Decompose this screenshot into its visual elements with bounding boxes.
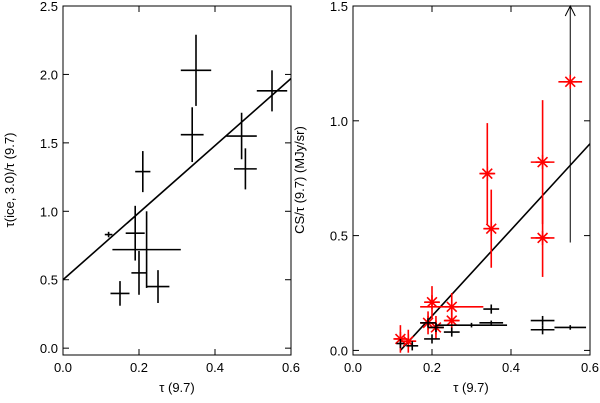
right-red-point — [483, 189, 500, 268]
right-black-point — [424, 334, 440, 344]
right-black-point — [420, 318, 436, 328]
left-x-axis-label: τ (9.7) — [159, 380, 194, 395]
left-sources-point — [234, 148, 257, 190]
left-y-tick-label: 2.0 — [40, 67, 58, 82]
left-sources-point — [125, 205, 145, 261]
left-x-tick-label: 0.0 — [54, 360, 72, 375]
left-x-ticks: 0.0 0.2 0.4 0.6 — [54, 6, 300, 375]
left-y-axis-label: τ(ice, 3.0)/τ (9.7) — [2, 133, 17, 228]
right-plot-frame — [352, 5, 591, 356]
marker-stroke — [564, 76, 576, 88]
right-black-point — [435, 322, 508, 328]
left-x-tick-label: 0.4 — [206, 360, 224, 375]
right-x-ticks: 0.0 0.2 0.4 0.6 — [344, 6, 599, 375]
right-black-point — [483, 304, 500, 314]
left-sources-point — [112, 211, 181, 288]
right-y-tick-label: 0.5 — [330, 229, 348, 244]
right-x-tick-label: 0.6 — [581, 360, 599, 375]
left-sources-point — [104, 231, 113, 238]
right-red-point — [424, 286, 440, 319]
left-y-tick-label: 0.0 — [40, 341, 58, 356]
left-sources-point — [146, 270, 170, 303]
right-x-tick-label: 0.2 — [423, 360, 441, 375]
right-x-tick-label: 0.0 — [344, 360, 362, 375]
right-y-ticks: 0.0 0.5 1.0 1.5 — [330, 0, 590, 358]
right-panel: 0.0 0.2 0.4 0.6 0.0 0.5 1.0 1.5 τ (9.7) CS/τ (… — [292, 0, 599, 395]
left-y-ticks: 0.0 0.5 1.0 1.5 2.0 2.5 — [40, 0, 291, 356]
right-black-point — [443, 327, 460, 337]
left-y-tick-label: 0.5 — [40, 273, 58, 288]
right-black-point — [479, 320, 504, 326]
right-y-tick-label: 1.5 — [330, 0, 348, 14]
left-sources-point — [135, 151, 151, 193]
right-red-point — [558, 74, 583, 89]
left-sources-point — [226, 112, 257, 160]
left-panel: 0.0 0.2 0.4 0.6 0.00.51.01.52.02.5 τ (9.7) … — [2, 0, 300, 395]
right-black-point — [406, 341, 419, 351]
left-x-tick-label: 0.6 — [282, 360, 300, 375]
left-y-tick-label: 2.5 — [40, 0, 58, 14]
marker-stroke — [426, 296, 438, 308]
right-black-point — [554, 325, 587, 330]
right-y-axis-label: CS/τ (9.7) (MJy/sr) — [292, 126, 307, 234]
left-y-tick-label: 1.0 — [40, 204, 58, 219]
left-plot-frame — [62, 5, 292, 356]
left-data-points — [62, 34, 292, 306]
left-sources-point — [131, 250, 147, 295]
right-black-point — [530, 325, 555, 335]
left-sources-point — [256, 70, 288, 112]
marker-stroke — [446, 315, 458, 327]
marker-stroke — [394, 333, 406, 345]
right-x-tick-label: 0.4 — [502, 360, 520, 375]
right-y-tick-label: 0.0 — [330, 343, 348, 358]
right-red-point — [479, 123, 496, 225]
right-black-point — [396, 338, 405, 349]
marker-stroke — [481, 168, 493, 180]
right-y-tick-label: 1.0 — [330, 114, 348, 129]
marker-stroke — [446, 301, 458, 313]
left-sources-point — [180, 34, 212, 106]
right-black-point — [530, 315, 555, 326]
marker-stroke — [537, 232, 549, 244]
left-y-tick-label: 1.5 — [40, 136, 58, 151]
marker-stroke — [537, 156, 549, 168]
marker-stroke — [402, 335, 414, 347]
right-data-points — [393, 4, 591, 353]
left-sources-point — [110, 281, 130, 306]
right-red-point — [530, 198, 555, 277]
left-fit-line — [62, 77, 292, 281]
left-sources-point — [180, 107, 204, 163]
marker-stroke — [485, 223, 497, 235]
upper-limit-arrowhead — [564, 4, 576, 17]
left-x-tick-label: 0.2 — [130, 360, 148, 375]
right-red-point — [400, 329, 417, 353]
right-x-axis-label: τ (9.7) — [453, 380, 488, 395]
